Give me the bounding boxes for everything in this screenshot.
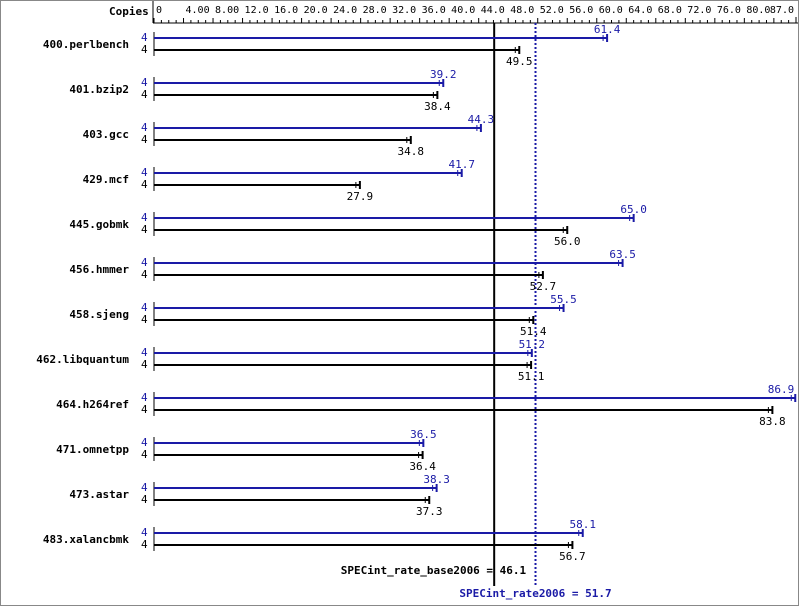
base-value-label: 56.0: [554, 235, 581, 248]
x-tick-label: 40.0: [451, 5, 475, 16]
copies-base: 4: [141, 43, 148, 56]
x-tick-label: 32.0: [392, 5, 416, 16]
base-value-label: 36.4: [409, 460, 436, 473]
peak-value-label: 41.7: [448, 158, 475, 171]
base-value-label: 83.8: [759, 415, 786, 428]
peak-value-label: 58.1: [569, 518, 596, 531]
benchmark-label: 458.sjeng: [69, 308, 129, 321]
copies-peak: 4: [141, 436, 148, 449]
copies-base: 4: [141, 493, 148, 506]
x-tick-label: 52.0: [540, 5, 564, 16]
peak-value-label: 38.3: [423, 473, 450, 486]
copies-peak: 4: [141, 346, 148, 359]
benchmark-label: 464.h264ref: [56, 398, 129, 411]
benchmark-label: 471.omnetpp: [56, 443, 129, 456]
benchmark-label: 456.hmmer: [69, 263, 129, 276]
benchmark-label: 400.perlbench: [43, 38, 129, 51]
x-tick-label: 28.0: [363, 5, 387, 16]
peak-value-label: 44.3: [468, 113, 495, 126]
base-value-label: 27.9: [347, 190, 374, 203]
peak-value-label: 65.0: [620, 203, 647, 216]
copies-peak: 4: [141, 121, 148, 134]
copies-base: 4: [141, 88, 148, 101]
x-tick-label: 4.00: [186, 5, 210, 16]
copies-base: 4: [141, 403, 148, 416]
copies-peak: 4: [141, 31, 148, 44]
x-tick-label: 48.0: [510, 5, 534, 16]
x-tick-label: 64.0: [628, 5, 652, 16]
base-reference-label: SPECint_rate_base2006 = 46.1: [341, 564, 527, 577]
x-tick-label: 12.0: [245, 5, 269, 16]
base-value-label: 51.4: [520, 325, 547, 338]
x-tick-label: 60.0: [599, 5, 623, 16]
benchmark-label: 445.gobmk: [69, 218, 129, 231]
x-tick-label: 16.0: [274, 5, 298, 16]
x-tick-label: 8.00: [215, 5, 239, 16]
base-value-label: 51.1: [518, 370, 545, 383]
copies-base: 4: [141, 223, 148, 236]
benchmark-label: 462.libquantum: [36, 353, 129, 366]
x-tick-label: 20.0: [304, 5, 328, 16]
copies-header: Copies: [109, 5, 149, 18]
x-tick-label: 68.0: [658, 5, 682, 16]
x-tick-label: 76.0: [717, 5, 741, 16]
peak-value-label: 39.2: [430, 68, 457, 81]
copies-base: 4: [141, 313, 148, 326]
copies-base: 4: [141, 448, 148, 461]
x-tick-label: 44.0: [481, 5, 505, 16]
peak-value-label: 55.5: [550, 293, 577, 306]
x-tick-label: 56.0: [569, 5, 593, 16]
copies-peak: 4: [141, 481, 148, 494]
x-tick-label: 87.0: [770, 5, 794, 16]
benchmark-label: 483.xalancbmk: [43, 533, 129, 546]
copies-peak: 4: [141, 256, 148, 269]
x-tick-label: 0: [156, 5, 162, 16]
base-value-label: 38.4: [424, 100, 451, 113]
x-tick-label: 72.0: [687, 5, 711, 16]
peak-value-label: 51.2: [519, 338, 546, 351]
copies-peak: 4: [141, 211, 148, 224]
base-value-label: 52.7: [530, 280, 557, 293]
x-tick-label: 24.0: [333, 5, 357, 16]
copies-peak: 4: [141, 166, 148, 179]
copies-peak: 4: [141, 301, 148, 314]
benchmark-label: 473.astar: [69, 488, 129, 501]
benchmark-label: 429.mcf: [83, 173, 129, 186]
base-value-label: 34.8: [398, 145, 425, 158]
base-value-label: 37.3: [416, 505, 443, 518]
benchmark-label: 401.bzip2: [69, 83, 129, 96]
copies-peak: 4: [141, 76, 148, 89]
x-tick-label: 80.0: [746, 5, 770, 16]
copies-base: 4: [141, 268, 148, 281]
copies-peak: 4: [141, 526, 148, 539]
peak-value-label: 61.4: [594, 23, 621, 36]
base-value-label: 49.5: [506, 55, 533, 68]
peak-value-label: 63.5: [609, 248, 636, 261]
peak-value-label: 36.5: [410, 428, 437, 441]
copies-base: 4: [141, 358, 148, 371]
benchmark-label: 403.gcc: [83, 128, 129, 141]
peak-reference-label: SPECint_rate2006 = 51.7: [459, 587, 611, 600]
peak-value-label: 86.9: [768, 383, 795, 396]
x-tick-label: 36.0: [422, 5, 446, 16]
copies-base: 4: [141, 178, 148, 191]
copies-base: 4: [141, 133, 148, 146]
copies-peak: 4: [141, 391, 148, 404]
copies-base: 4: [141, 538, 148, 551]
base-value-label: 56.7: [559, 550, 586, 563]
